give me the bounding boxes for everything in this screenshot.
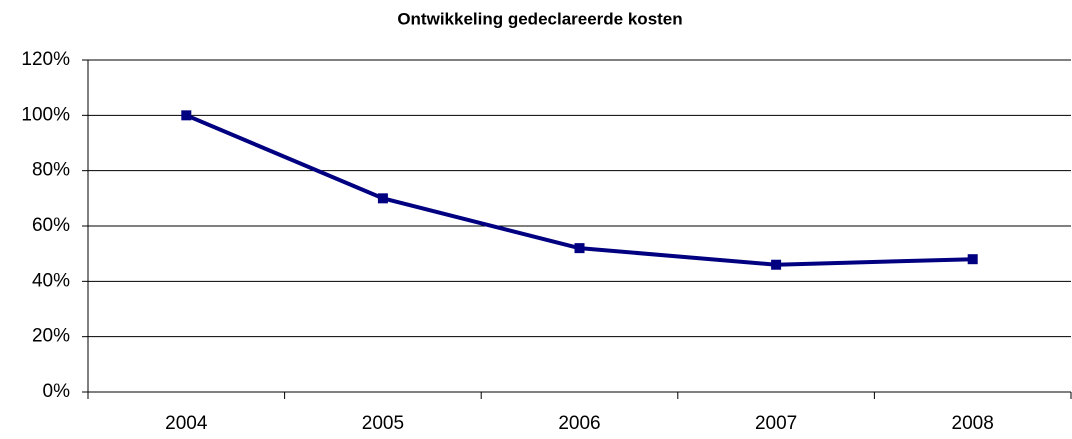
y-tick-label: 40% [32, 270, 70, 291]
y-tick-label: 0% [43, 381, 71, 402]
line-series [185, 113, 973, 267]
marker [967, 254, 978, 265]
y-tick-label: 20% [32, 326, 70, 347]
x-tick-label: 2008 [952, 413, 994, 434]
marker [181, 110, 192, 121]
y-tick-label: 100% [21, 104, 70, 125]
y-tick-label: 120% [21, 49, 70, 70]
y-tick-label: 60% [32, 215, 70, 236]
marker [574, 243, 585, 254]
marker [377, 193, 388, 204]
x-tick-label: 2007 [755, 413, 797, 434]
marker [771, 259, 782, 270]
x-tick-label: 2004 [165, 413, 208, 434]
y-tick-label: 80% [32, 160, 70, 181]
x-tick-label: 2005 [362, 413, 404, 434]
x-tick-label: 2006 [558, 413, 600, 434]
chart-title: Ontwikkeling gedeclareerde kosten [397, 9, 682, 28]
